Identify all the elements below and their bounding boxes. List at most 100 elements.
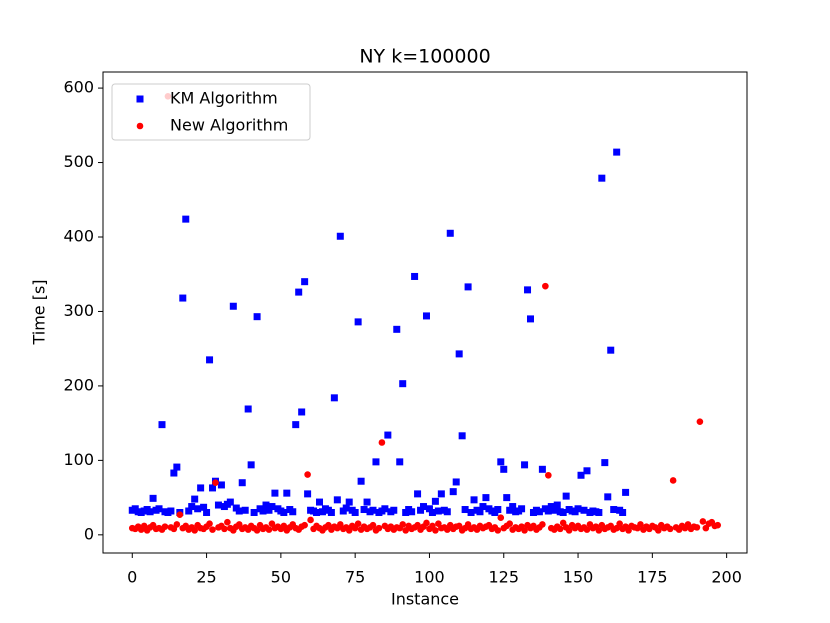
legend-label: KM Algorithm bbox=[170, 89, 278, 108]
data-point bbox=[179, 294, 187, 302]
data-point bbox=[173, 521, 181, 528]
data-point bbox=[417, 506, 425, 514]
data-point bbox=[613, 148, 621, 156]
y-tick-label: 200 bbox=[63, 375, 94, 394]
data-point bbox=[414, 490, 422, 498]
data-point bbox=[372, 458, 380, 466]
data-point bbox=[562, 492, 570, 500]
data-point bbox=[173, 463, 181, 471]
data-point bbox=[521, 461, 529, 469]
data-point bbox=[547, 503, 555, 511]
data-point bbox=[452, 478, 460, 486]
data-point bbox=[265, 506, 273, 514]
data-point bbox=[271, 489, 279, 497]
data-point bbox=[535, 508, 543, 516]
data-point bbox=[431, 497, 439, 505]
data-point bbox=[545, 471, 552, 479]
data-point bbox=[521, 527, 528, 534]
legend-label: New Algorithm bbox=[170, 116, 288, 135]
data-point bbox=[238, 479, 246, 487]
data-point bbox=[241, 506, 249, 514]
data-point bbox=[494, 527, 502, 534]
data-point bbox=[253, 527, 261, 534]
data-point bbox=[369, 521, 377, 529]
data-point bbox=[209, 526, 216, 533]
data-point bbox=[295, 288, 303, 296]
data-point bbox=[354, 318, 362, 326]
data-point bbox=[197, 484, 205, 492]
data-point bbox=[420, 503, 428, 511]
data-point bbox=[327, 508, 335, 516]
data-point bbox=[262, 501, 270, 509]
data-point bbox=[610, 506, 618, 514]
y-tick-label: 400 bbox=[63, 226, 94, 245]
x-tick-label: 175 bbox=[637, 568, 668, 587]
data-point bbox=[422, 312, 430, 320]
data-point bbox=[292, 421, 300, 429]
data-point bbox=[185, 507, 193, 515]
data-point bbox=[497, 514, 505, 522]
data-point bbox=[191, 527, 198, 534]
data-point bbox=[577, 471, 585, 479]
data-point bbox=[583, 467, 591, 475]
x-tick-label: 0 bbox=[127, 568, 137, 587]
data-point bbox=[446, 229, 454, 237]
data-point bbox=[161, 523, 169, 530]
data-point bbox=[455, 350, 463, 358]
data-point bbox=[390, 506, 398, 514]
x-tick-label: 75 bbox=[345, 568, 365, 587]
data-point bbox=[482, 494, 490, 502]
data-point bbox=[518, 505, 526, 513]
data-point bbox=[583, 526, 591, 533]
legend: KM Algorithm New Algorithm bbox=[111, 83, 311, 141]
x-tick-label: 200 bbox=[711, 568, 742, 587]
y-tick-label: 0 bbox=[84, 524, 94, 543]
data-point bbox=[497, 458, 505, 466]
data-point bbox=[378, 439, 386, 446]
data-point bbox=[146, 508, 154, 516]
y-tick-label: 500 bbox=[63, 152, 94, 171]
data-point bbox=[259, 507, 267, 515]
data-point bbox=[330, 394, 338, 402]
data-point bbox=[221, 525, 228, 533]
data-point bbox=[693, 524, 701, 531]
data-point bbox=[607, 346, 615, 354]
data-point bbox=[158, 421, 166, 429]
data-point bbox=[666, 525, 674, 533]
data-point bbox=[696, 418, 704, 425]
data-point bbox=[699, 518, 707, 525]
data-point bbox=[188, 503, 196, 511]
data-point bbox=[214, 501, 222, 509]
data-point bbox=[289, 508, 297, 516]
data-point bbox=[393, 325, 401, 333]
data-point bbox=[437, 490, 445, 498]
data-point bbox=[411, 272, 419, 280]
data-point bbox=[476, 508, 484, 516]
data-point bbox=[360, 506, 368, 514]
data-point bbox=[538, 465, 546, 473]
data-point bbox=[524, 286, 532, 294]
data-point bbox=[253, 313, 261, 321]
data-point bbox=[574, 505, 582, 513]
data-point bbox=[542, 282, 549, 290]
data-point bbox=[209, 484, 217, 492]
data-point bbox=[470, 496, 478, 504]
x-tick-label: 100 bbox=[414, 568, 445, 587]
data-point bbox=[595, 508, 603, 516]
data-point bbox=[298, 408, 306, 416]
data-point bbox=[408, 508, 416, 516]
data-point bbox=[527, 315, 535, 323]
data-point bbox=[203, 508, 211, 516]
data-point bbox=[357, 477, 365, 485]
data-point bbox=[619, 508, 627, 516]
legend-marker bbox=[136, 122, 144, 130]
y-axis-label: Time [s] bbox=[30, 279, 49, 345]
data-point bbox=[268, 503, 276, 511]
data-point bbox=[458, 432, 466, 440]
data-point bbox=[354, 520, 362, 527]
y-tick-label: 100 bbox=[63, 450, 94, 469]
data-point bbox=[506, 506, 514, 514]
x-tick-label: 25 bbox=[196, 568, 216, 587]
data-point bbox=[363, 498, 371, 506]
data-point bbox=[467, 508, 475, 516]
